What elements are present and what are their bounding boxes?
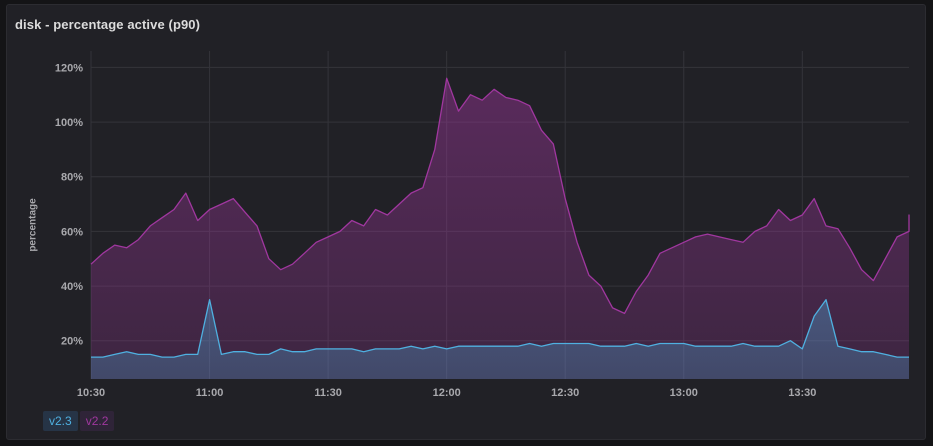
x-tick-label: 10:30: [77, 387, 105, 399]
series-v2-3-line: [91, 299, 909, 358]
legend-item-v2-3[interactable]: v2.3: [43, 411, 78, 431]
series-v2-2-line: [90, 77, 910, 315]
legend-item-v2-2[interactable]: v2.2: [79, 411, 115, 431]
y-tick-label: 80%: [61, 172, 83, 184]
y-tick-label: 60%: [61, 226, 83, 238]
x-tick-label: 11:00: [196, 387, 224, 399]
chart-svg: 20% 40% 60% 80% 100% 120% 10:30 11:00 11:30 12:00…: [55, 51, 910, 399]
series-v2-3-area: [91, 299, 909, 379]
legend: v2.3 v2.2: [43, 411, 115, 431]
x-tick-label: 13:30: [788, 387, 816, 399]
y-tick-label: 120%: [55, 62, 83, 74]
y-tick-label: 40%: [61, 281, 83, 293]
x-tick-label: 13:00: [670, 387, 698, 399]
x-tick-label: 12:00: [433, 387, 461, 399]
y-tick-label: 100%: [55, 117, 83, 129]
series-v2-2-area: [91, 78, 909, 380]
y-tick-label: 20%: [61, 336, 83, 348]
panel-title: disk - percentage active (p90): [15, 17, 201, 32]
x-tick-label: 12:30: [551, 387, 579, 399]
chart-panel: disk - percentage active (p90) percentag…: [6, 4, 926, 440]
x-tick-label: 11:30: [314, 387, 342, 399]
